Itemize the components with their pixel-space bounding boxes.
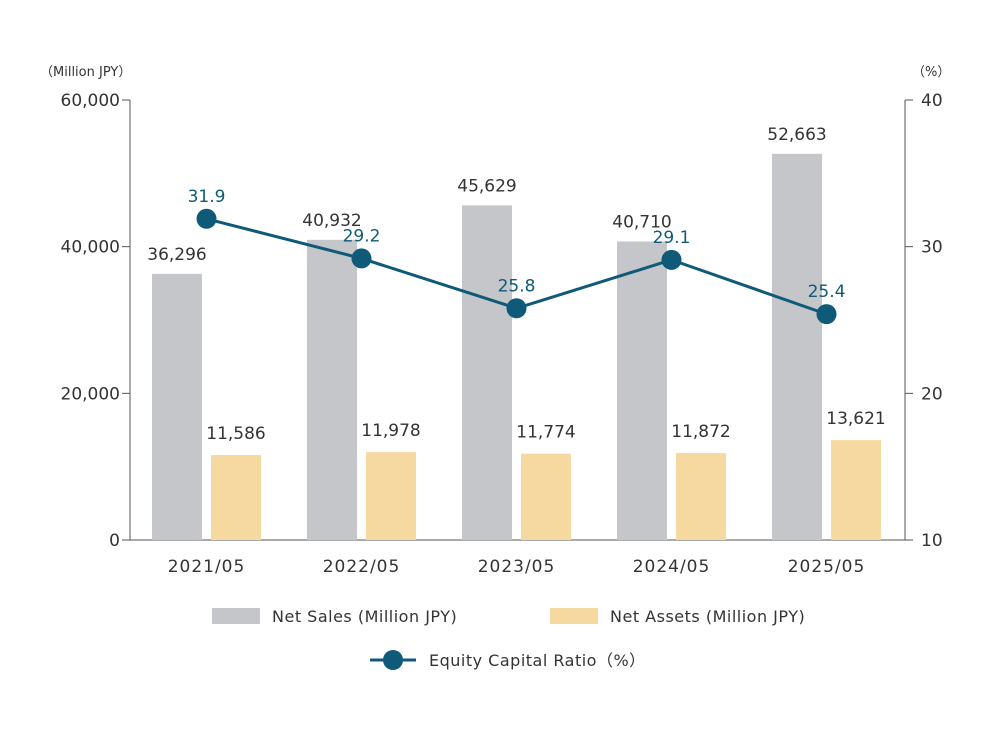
equity-ratio-value-label: 25.8: [498, 276, 536, 296]
legend-ratio-label: Equity Capital Ratio（%）: [429, 651, 646, 670]
net-assets-value-label: 13,621: [826, 409, 885, 429]
x-tick-label: 2021/05: [168, 557, 246, 577]
equity-ratio-value-label: 29.1: [653, 228, 691, 248]
equity-ratio-value-label: 29.2: [343, 226, 381, 246]
right-tick-label: 20: [921, 384, 943, 404]
net-sales-value-label: 52,663: [767, 125, 826, 145]
left-axis-unit: （Million JPY）: [40, 65, 131, 80]
x-tick-label: 2025/05: [788, 557, 866, 577]
net-assets-value-label: 11,872: [671, 422, 730, 442]
left-tick-label: 60,000: [61, 91, 120, 111]
net-sales-bar: [772, 153, 822, 540]
net-sales-bar: [462, 205, 512, 540]
net-sales-value-label: 40,932: [302, 211, 361, 231]
net-assets-bar: [521, 453, 571, 540]
right-tick-label: 10: [921, 531, 943, 551]
net-assets-bar: [211, 455, 261, 540]
left-tick-label: 0: [109, 531, 120, 551]
net-assets-value-label: 11,586: [206, 424, 265, 444]
equity-ratio-point: [506, 298, 527, 319]
left-tick-label: 40,000: [61, 238, 120, 258]
legend-ratio-marker: [383, 650, 403, 670]
legend: Net Sales (Million JPY) Net Assets (Milli…: [212, 607, 805, 670]
net-sales-bar: [152, 273, 202, 540]
legend-net-assets-swatch: [550, 608, 598, 624]
x-tick-label: 2023/05: [478, 557, 556, 577]
net-assets-bar: [676, 452, 726, 540]
equity-ratio-point: [196, 208, 217, 229]
equity-ratio-point: [351, 248, 372, 269]
ratio-line-layer: 31.9 29.2 25.8 29.1 25.4: [188, 187, 846, 325]
net-assets-value-label: 11,978: [361, 421, 420, 441]
legend-net-sales-swatch: [212, 608, 260, 624]
equity-ratio-value-label: 25.4: [808, 282, 846, 302]
bars: 36,296 11,586 40,932 11,978 45,629 11,774 40,7…: [147, 125, 886, 540]
left-tick-label: 20,000: [61, 384, 120, 404]
right-axis-unit: （%）: [912, 65, 950, 80]
right-tick-label: 40: [921, 91, 943, 111]
legend-net-assets-label: Net Assets (Million JPY): [610, 607, 805, 626]
net-assets-value-label: 11,774: [516, 423, 575, 443]
x-tick-label: 2024/05: [633, 557, 711, 577]
net-sales-value-label: 45,629: [457, 176, 516, 196]
net-sales-bar: [307, 239, 357, 540]
right-tick-label: 30: [921, 238, 943, 258]
net-sales-bar: [617, 241, 667, 540]
x-tick-label: 2022/05: [323, 557, 401, 577]
net-sales-value-label: 36,296: [147, 245, 206, 265]
equity-ratio-point: [661, 249, 682, 270]
equity-ratio-value-label: 31.9: [188, 187, 226, 207]
axes: 0 20,000 40,000 60,000 10 20 30 40 2021/05 2022/0…: [61, 91, 943, 577]
equity-ratio-point: [816, 304, 837, 325]
net-assets-bar: [366, 452, 416, 540]
legend-net-sales-label: Net Sales (Million JPY): [272, 607, 457, 626]
net-sales-value-label: 40,710: [612, 212, 671, 232]
net-assets-bar: [831, 440, 881, 540]
